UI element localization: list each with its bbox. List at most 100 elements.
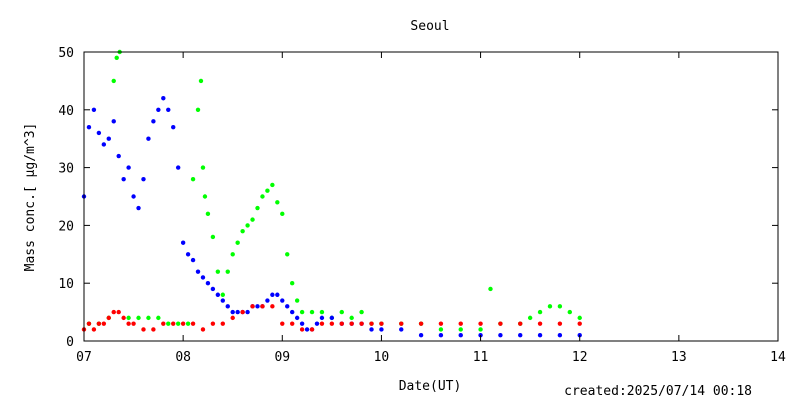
data-point bbox=[190, 321, 196, 326]
data-point bbox=[557, 304, 563, 309]
data-point bbox=[280, 211, 285, 217]
data-point bbox=[235, 240, 240, 245]
x-tick-label: 11 bbox=[473, 350, 489, 365]
data-point bbox=[260, 194, 265, 199]
data-point bbox=[190, 176, 196, 182]
data-point bbox=[438, 327, 444, 332]
data-point bbox=[215, 292, 221, 297]
x-tick-label: 12 bbox=[572, 350, 588, 365]
data-point bbox=[458, 333, 463, 338]
data-point bbox=[171, 321, 176, 326]
plot-frame bbox=[83, 51, 779, 342]
data-point bbox=[498, 333, 503, 338]
y-tick-label: 20 bbox=[58, 219, 74, 234]
data-point bbox=[195, 269, 201, 274]
data-point bbox=[547, 304, 553, 309]
data-point bbox=[198, 78, 204, 84]
data-point bbox=[557, 333, 563, 338]
data-point bbox=[280, 321, 285, 326]
data-point bbox=[202, 194, 208, 199]
data-point bbox=[131, 194, 136, 199]
data-point bbox=[438, 321, 444, 326]
data-point bbox=[205, 211, 211, 217]
data-point bbox=[220, 298, 225, 303]
data-point bbox=[111, 78, 116, 84]
data-point bbox=[175, 321, 181, 326]
data-point bbox=[235, 309, 240, 315]
data-point bbox=[180, 321, 186, 326]
data-point bbox=[166, 321, 171, 326]
data-point bbox=[126, 165, 131, 170]
data-point bbox=[156, 107, 161, 113]
data-point bbox=[577, 315, 582, 321]
data-point bbox=[299, 309, 305, 315]
data-point bbox=[319, 321, 325, 326]
data-point bbox=[369, 327, 374, 332]
data-point bbox=[379, 321, 384, 326]
data-point bbox=[91, 107, 97, 113]
data-point bbox=[290, 309, 295, 315]
data-point bbox=[121, 315, 126, 321]
x-tick-label: 08 bbox=[175, 350, 191, 365]
data-point bbox=[518, 333, 523, 338]
data-point bbox=[146, 315, 151, 321]
data-point bbox=[280, 298, 285, 303]
data-point bbox=[265, 298, 270, 303]
data-point bbox=[116, 153, 121, 159]
data-point bbox=[557, 321, 563, 326]
data-point bbox=[478, 321, 483, 326]
data-point bbox=[285, 252, 290, 257]
data-point bbox=[379, 327, 384, 332]
x-tick-label: 14 bbox=[770, 350, 786, 365]
data-point bbox=[96, 130, 102, 136]
data-point bbox=[136, 315, 141, 321]
plot-area bbox=[81, 49, 582, 338]
data-point bbox=[126, 315, 131, 321]
data-point bbox=[106, 136, 111, 141]
data-point bbox=[171, 124, 176, 130]
data-point bbox=[151, 119, 156, 124]
data-point bbox=[255, 205, 260, 211]
data-point bbox=[245, 309, 250, 315]
data-point bbox=[304, 327, 310, 332]
series-0 bbox=[86, 49, 582, 332]
data-point bbox=[141, 176, 146, 182]
data-point bbox=[339, 309, 344, 315]
data-point bbox=[230, 315, 235, 321]
data-point bbox=[116, 309, 121, 315]
data-point bbox=[136, 205, 141, 211]
data-point bbox=[369, 321, 374, 326]
data-point bbox=[190, 257, 196, 263]
x-tick-label: 09 bbox=[274, 350, 290, 365]
created-timestamp: created:2025/07/14 00:18 bbox=[564, 384, 752, 399]
data-point bbox=[230, 252, 235, 257]
data-point bbox=[225, 269, 230, 274]
data-point bbox=[161, 321, 166, 326]
chart-title: Seoul bbox=[410, 19, 449, 34]
data-point bbox=[220, 321, 225, 326]
data-point bbox=[270, 304, 275, 309]
data-point bbox=[527, 315, 533, 321]
x-axis-label: Date(UT) bbox=[399, 379, 462, 394]
data-point bbox=[215, 269, 221, 274]
y-tick-label: 0 bbox=[66, 335, 74, 350]
data-point bbox=[299, 321, 305, 326]
data-point bbox=[114, 55, 119, 60]
data-point bbox=[319, 315, 325, 321]
data-point bbox=[399, 327, 404, 332]
data-point bbox=[285, 304, 290, 309]
data-point bbox=[205, 281, 211, 286]
data-point bbox=[260, 304, 265, 309]
data-point bbox=[349, 315, 354, 321]
data-point bbox=[180, 240, 186, 245]
data-point bbox=[438, 333, 444, 338]
data-point bbox=[185, 321, 191, 326]
x-tick-label: 07 bbox=[76, 350, 92, 365]
x-tick-label: 13 bbox=[671, 350, 687, 365]
data-point bbox=[111, 309, 116, 315]
data-point bbox=[314, 321, 320, 326]
data-point bbox=[96, 321, 102, 326]
data-point bbox=[349, 321, 354, 326]
data-point bbox=[518, 321, 523, 326]
